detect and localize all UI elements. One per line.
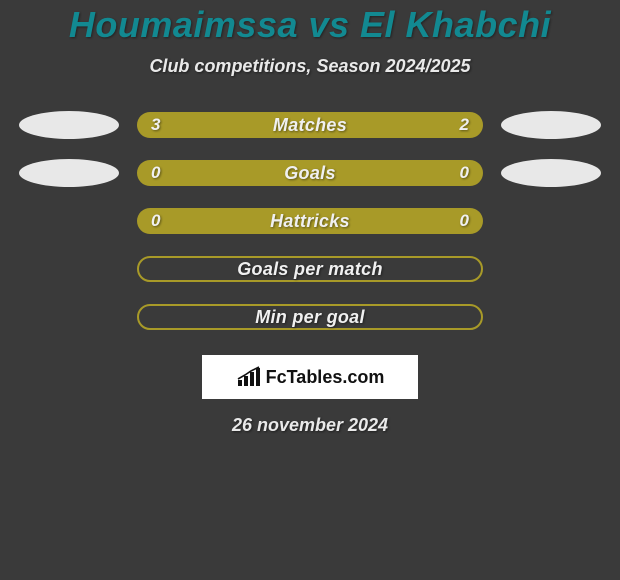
stat-row-min-per-goal: Min per goal: [0, 303, 620, 331]
stat-row-hattricks: 0 Hattricks 0: [0, 207, 620, 235]
away-badge-placeholder: [501, 159, 601, 187]
stat-label: Goals: [284, 163, 336, 184]
bar-chart-icon: [236, 366, 262, 388]
stat-bar: Min per goal: [137, 304, 483, 330]
stat-bar: 0 Goals 0: [137, 160, 483, 186]
stat-row-goals: 0 Goals 0: [0, 159, 620, 187]
stat-bar: 0 Hattricks 0: [137, 208, 483, 234]
stats-card: Houmaimssa vs El Khabchi Club competitio…: [0, 0, 620, 436]
page-title: Houmaimssa vs El Khabchi: [0, 4, 620, 46]
source-logo-text: FcTables.com: [266, 367, 385, 388]
stat-home-value: 3: [151, 115, 160, 135]
stat-label: Matches: [273, 115, 347, 136]
stat-away-value: 2: [460, 115, 469, 135]
stat-label: Goals per match: [237, 259, 383, 280]
stat-label: Min per goal: [255, 307, 365, 328]
stats-list: 3 Matches 2 0 Goals 0 0 Hattricks 0: [0, 111, 620, 331]
home-badge-placeholder: [19, 111, 119, 139]
stat-home-value: 0: [151, 163, 160, 183]
stat-bar: Goals per match: [137, 256, 483, 282]
stat-label: Hattricks: [270, 211, 350, 232]
stat-away-value: 0: [460, 211, 469, 231]
stat-bar: 3 Matches 2: [137, 112, 483, 138]
stat-row-matches: 3 Matches 2: [0, 111, 620, 139]
source-logo[interactable]: FcTables.com: [202, 355, 418, 399]
away-badge-placeholder: [501, 111, 601, 139]
stat-away-value: 0: [460, 163, 469, 183]
snapshot-date: 26 november 2024: [0, 415, 620, 436]
subtitle: Club competitions, Season 2024/2025: [0, 56, 620, 77]
home-badge-placeholder: [19, 159, 119, 187]
stat-row-goals-per-match: Goals per match: [0, 255, 620, 283]
stat-home-value: 0: [151, 211, 160, 231]
